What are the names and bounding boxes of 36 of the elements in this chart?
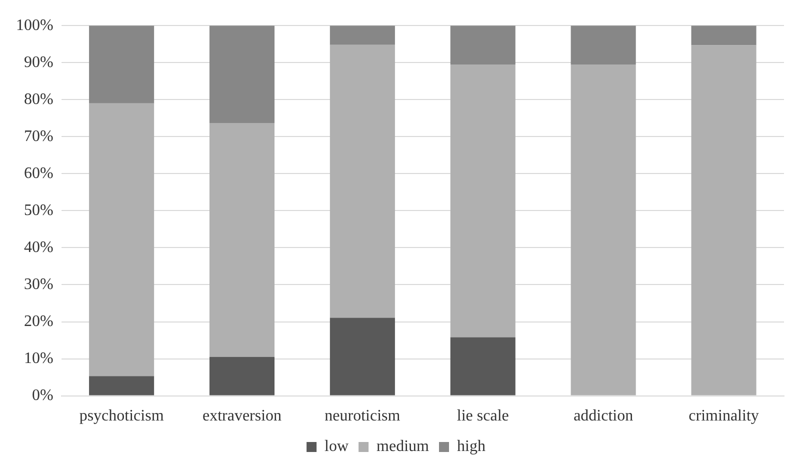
bar — [209, 356, 275, 396]
y-tick-label: 80% — [24, 90, 54, 108]
bar — [209, 122, 275, 357]
legend-label: low — [324, 438, 350, 456]
bar — [330, 318, 395, 396]
bar — [450, 337, 516, 396]
bar — [450, 64, 516, 338]
y-tick-label: 20% — [24, 312, 54, 330]
x-tick-label: criminality — [688, 408, 759, 425]
legend-label: high — [456, 438, 486, 456]
bar — [330, 44, 395, 318]
bar — [89, 26, 154, 104]
y-tick-label: 30% — [24, 276, 54, 293]
y-tick-label: 70% — [24, 128, 54, 145]
y-tick-label: 50% — [24, 202, 54, 219]
bar — [450, 26, 516, 64]
y-tick-label: 100% — [16, 16, 54, 34]
bar — [89, 103, 154, 376]
bar — [209, 26, 275, 123]
bar — [570, 26, 636, 64]
bar — [330, 26, 395, 45]
y-tick-label: 40% — [24, 238, 54, 256]
bar — [570, 64, 636, 396]
y-tick-label: 60% — [24, 164, 54, 182]
x-tick-label: extraversion — [202, 408, 282, 425]
bar — [89, 376, 154, 396]
bar — [691, 26, 756, 46]
y-tick-label: 90% — [24, 54, 54, 71]
y-tick-label: 10% — [24, 350, 54, 367]
x-tick-label: addiction — [574, 408, 634, 425]
x-tick-label: psychoticism — [79, 408, 164, 425]
bar — [691, 45, 756, 396]
x-tick-label: lie scale — [456, 408, 509, 425]
legend-label: medium — [376, 438, 430, 456]
x-tick-label: neuroticism — [324, 408, 401, 425]
y-tick-label: 0% — [32, 387, 54, 404]
